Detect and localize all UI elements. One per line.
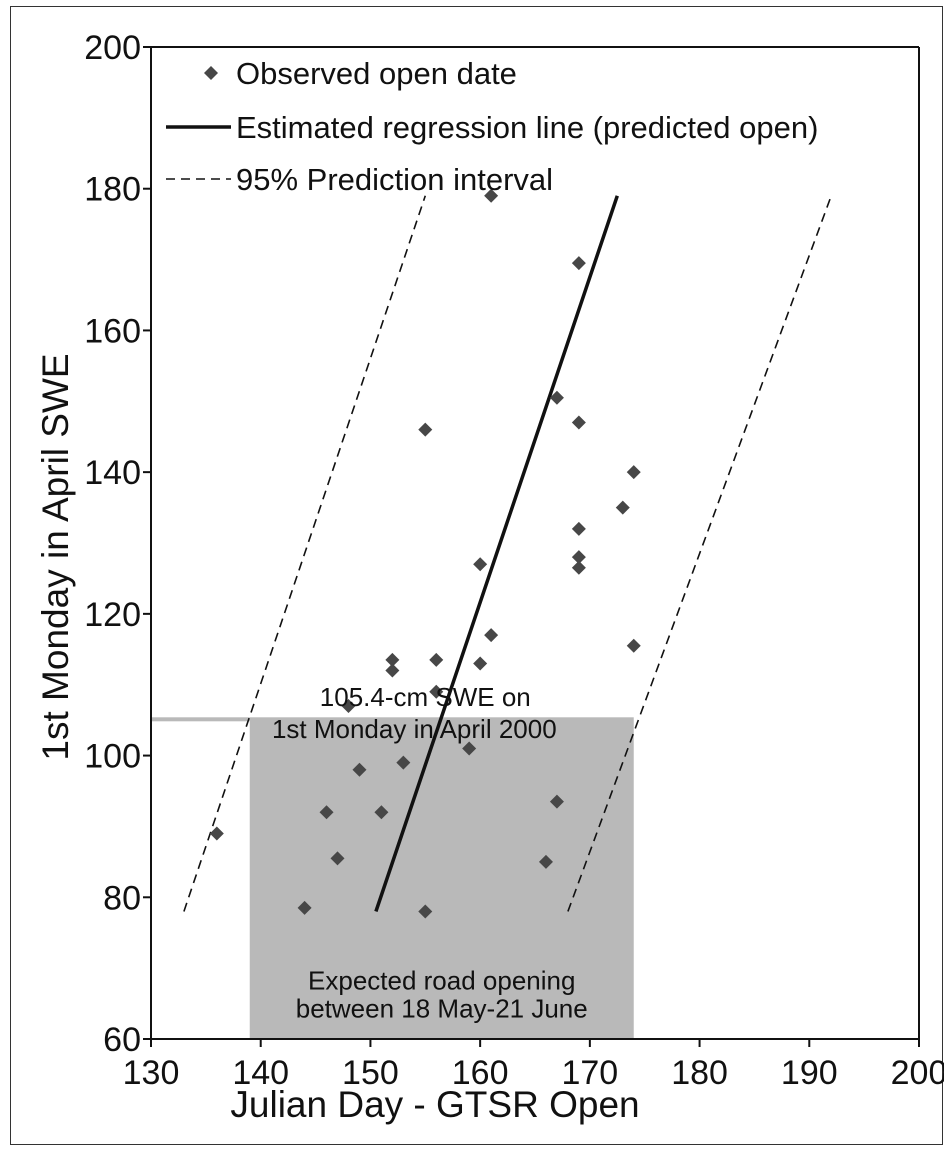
prediction-interval-upper-line — [567, 195, 832, 912]
y-tick-label: 140 — [84, 454, 141, 492]
x-tick-label: 190 — [781, 1054, 838, 1092]
scatter-chart: 130 140 150 160 170 180 190 200 60 80 100 120 140 160… — [35, 29, 944, 1125]
annotation-label: 105.4-cm SWE on — [320, 682, 531, 712]
y-tick-label: 80 — [103, 879, 141, 917]
axes-layer — [150, 46, 920, 1040]
y-tick-label: 180 — [84, 171, 141, 209]
data-point — [462, 741, 477, 756]
data-point — [396, 755, 411, 770]
data-point — [571, 550, 586, 565]
data-point — [484, 628, 499, 643]
data-point — [209, 826, 224, 841]
data-point — [418, 422, 433, 437]
prediction-interval-lower-line — [183, 195, 427, 912]
swe-threshold-band — [151, 717, 250, 722]
data-point — [297, 900, 312, 915]
shaded-region-layer — [151, 717, 634, 1039]
x-tick-label: 170 — [561, 1054, 618, 1092]
data-point — [549, 794, 564, 809]
x-tick-label: 160 — [452, 1054, 509, 1092]
data-point — [538, 854, 553, 869]
y-tick-label: 160 — [84, 312, 141, 350]
data-point — [352, 762, 367, 777]
lines-layer — [183, 195, 832, 913]
data-point — [473, 557, 488, 572]
points-layer — [209, 188, 641, 919]
legend-entry-label: Estimated regression line (predicted ope… — [236, 110, 818, 145]
annotation-label: Expected road opening — [308, 965, 575, 995]
x-tick-label: 140 — [232, 1054, 289, 1092]
annotation-label: 1st Monday in April 2000 — [272, 714, 557, 744]
data-point — [418, 904, 433, 919]
data-point — [473, 656, 488, 671]
data-point — [385, 663, 400, 678]
figure-frame: 130 140 150 160 170 180 190 200 60 80 100 120 140 160… — [10, 6, 944, 1145]
y-tick-label: 200 — [84, 29, 141, 67]
data-point — [571, 415, 586, 430]
data-point — [549, 390, 564, 405]
expected-opening-shaded-region — [249, 717, 634, 1039]
data-point — [571, 521, 586, 536]
data-point — [571, 560, 586, 575]
legend-diamond-marker — [204, 66, 218, 80]
data-point — [374, 805, 389, 820]
data-point — [429, 652, 444, 667]
y-tick-label: 100 — [84, 738, 141, 776]
y-tick-label: 60 — [103, 1021, 141, 1059]
y-tick-label: 120 — [84, 596, 141, 634]
data-point — [429, 684, 444, 699]
x-tick-label: 130 — [123, 1054, 180, 1092]
data-point — [330, 851, 345, 866]
data-point — [626, 638, 641, 653]
ticks-layer: 130 140 150 160 170 180 190 200 60 80 100 120 140 160… — [84, 29, 944, 1092]
legend: Observed open date Estimated regression l… — [166, 56, 818, 197]
legend-entry-label: Observed open date — [236, 56, 517, 91]
data-point — [615, 500, 630, 515]
data-point — [319, 805, 334, 820]
annotation-label: between 18 May-21 June — [296, 994, 588, 1024]
x-tick-label: 200 — [891, 1054, 944, 1092]
regression-line — [374, 195, 619, 913]
data-point — [626, 465, 641, 480]
legend-entry-label: 95% Prediction interval — [236, 162, 553, 197]
data-point — [385, 652, 400, 667]
data-point — [341, 698, 356, 713]
x-tick-label: 150 — [342, 1054, 399, 1092]
data-point — [571, 256, 586, 271]
x-tick-label: 180 — [671, 1054, 728, 1092]
x-axis-title: Julian Day - GTSR Open — [230, 1084, 639, 1125]
data-point — [484, 188, 499, 203]
y-axis-title: 1st Monday in April SWE — [35, 353, 76, 760]
